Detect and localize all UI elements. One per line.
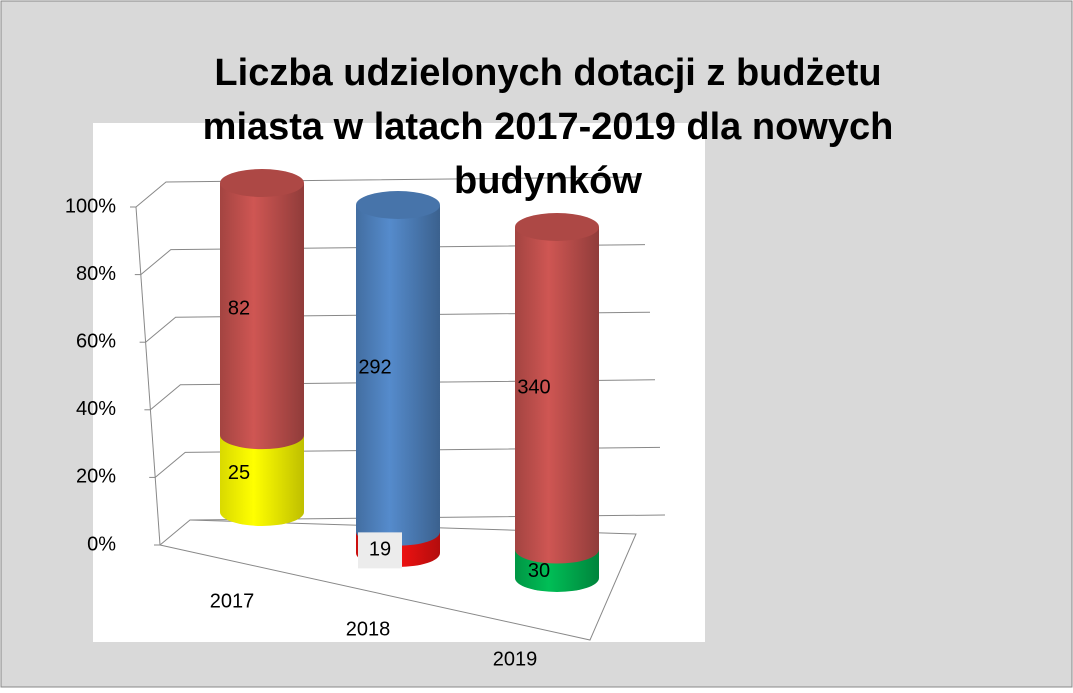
title-line: Liczba udzielonych dotacji z budżetu (214, 52, 881, 94)
data-label: 19 (369, 539, 391, 561)
grid-line (150, 379, 656, 411)
data-label: 292 (358, 357, 391, 379)
grid-line (135, 176, 641, 208)
y-tick-label: 60% (76, 330, 116, 352)
grid-line (154, 446, 661, 478)
grid-line (140, 244, 646, 275)
chart-title: Liczba udzielonych dotacji z budżetu mia… (203, 52, 894, 202)
bar-top (220, 169, 304, 197)
bar-segment (515, 227, 599, 564)
x-tick-label: 2019 (493, 648, 538, 670)
data-label-box (358, 532, 402, 569)
grid-line (145, 311, 651, 343)
data-label: 82 (228, 297, 250, 319)
y-tick-label: 80% (76, 263, 116, 285)
marks: 0% 20% 40% 60% 80% 100% 2017 25 82 2018 19 292 2019 3… (65, 169, 666, 670)
data-label: 25 (228, 462, 250, 484)
bar-segment (220, 435, 304, 526)
y-tick-label: 40% (76, 398, 116, 420)
y-tick-label: 20% (76, 466, 116, 488)
y-axis (135, 206, 161, 546)
x-tick-label: 2018 (346, 618, 391, 640)
data-label: 340 (517, 377, 550, 399)
y-tick-label: 100% (65, 195, 116, 217)
bar-top (356, 191, 440, 219)
x-tick-label: 2017 (210, 590, 255, 612)
bar-top (515, 213, 599, 241)
y-tick-label: 0% (87, 533, 116, 555)
bar-segment (356, 205, 440, 546)
title-line: miasta w latach 2017-2019 dla nowych (203, 106, 894, 148)
bar-segment (220, 183, 304, 450)
title-line: budynków (454, 160, 642, 202)
data-label: 30 (528, 560, 550, 582)
